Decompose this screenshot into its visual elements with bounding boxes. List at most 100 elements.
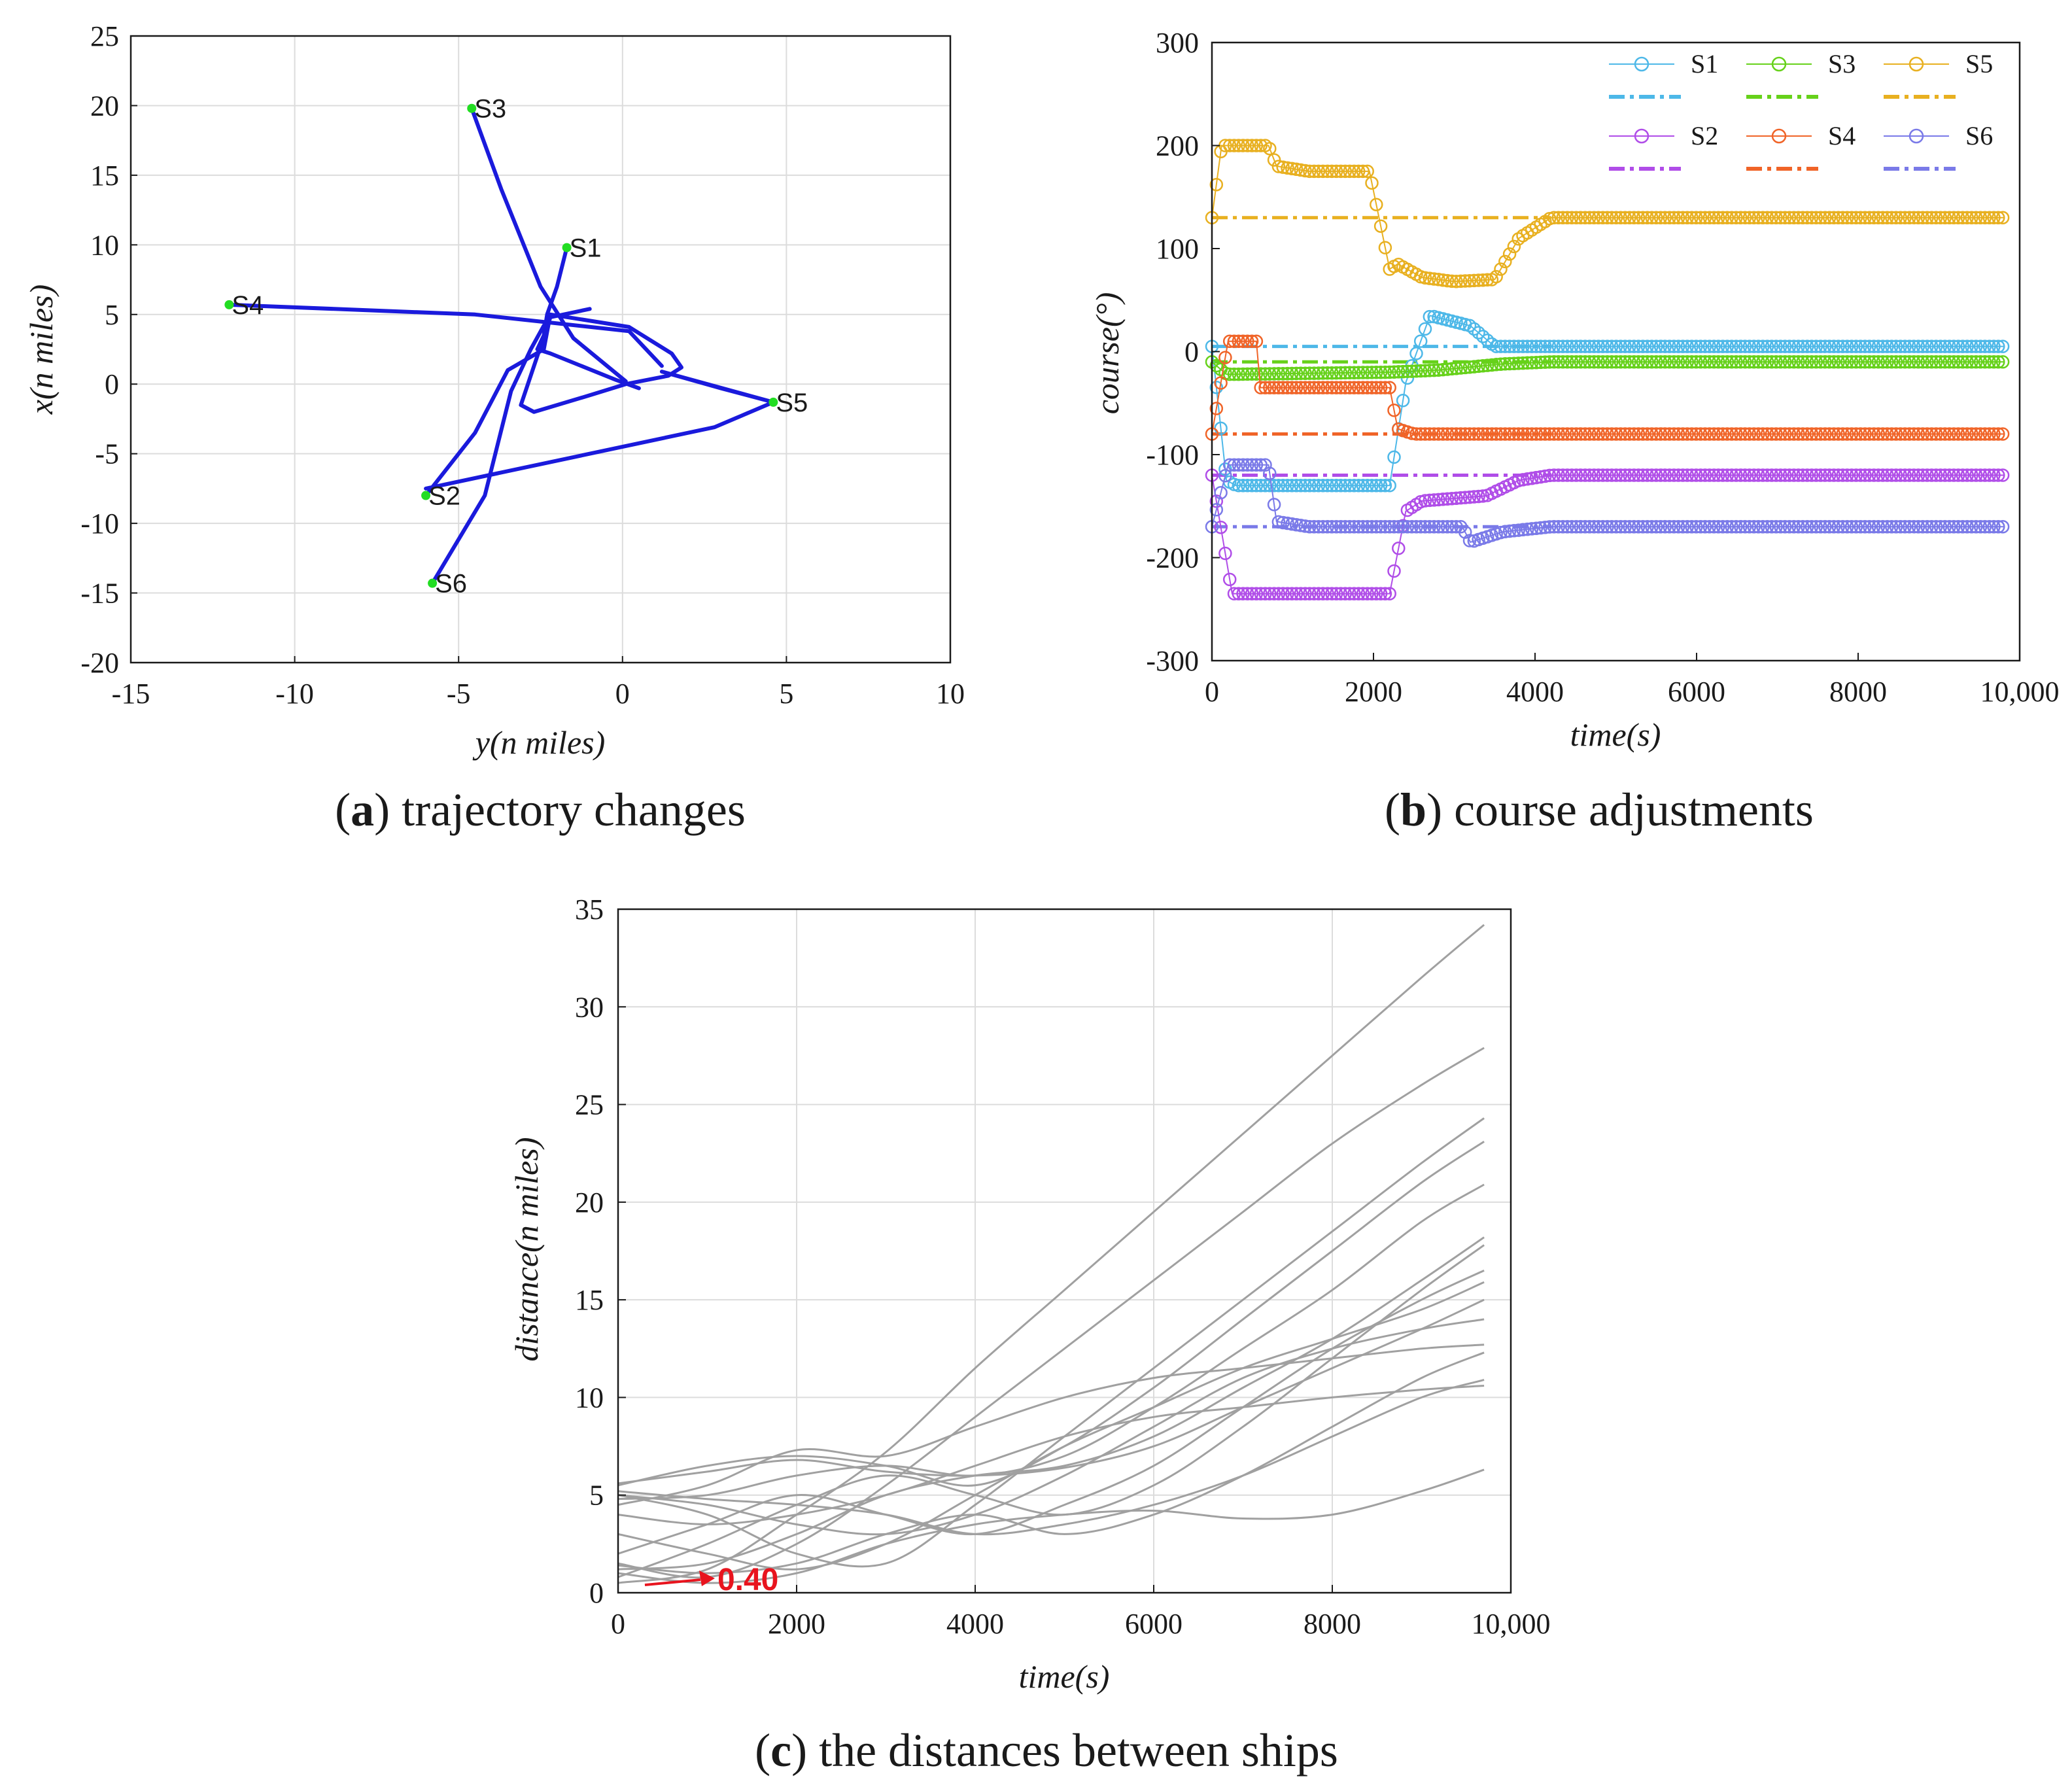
panel-b-marker-s6 <box>1653 520 1668 534</box>
panel-b-marker-s1 <box>1796 339 1810 353</box>
panel-b-marker-s5 <box>1281 161 1294 175</box>
panel-b-marker-s1 <box>1916 339 1930 353</box>
panel-b-marker-s4 <box>1432 427 1445 441</box>
panel-b-marker-s1 <box>1303 479 1317 493</box>
panel-b-marker-s5 <box>1556 211 1570 225</box>
panel-b-marker-s1 <box>1498 339 1512 353</box>
panel-b-marker-s5 <box>1263 141 1277 156</box>
panel-b-marker-s2 <box>1564 468 1579 482</box>
panel-b-marker-s4 <box>1494 427 1508 441</box>
panel-b-marker-s6 <box>1307 520 1321 534</box>
panel-b-marker-s3 <box>1289 366 1304 381</box>
panel-b-marker-s6 <box>1542 520 1557 534</box>
panel-b-marker-s6 <box>1325 520 1339 534</box>
panel-a-y-tick-label: 10 <box>90 229 119 261</box>
panel-b-marker-s5 <box>1285 162 1299 175</box>
panel-b-marker-s1 <box>1871 339 1886 353</box>
panel-b-marker-s5 <box>1689 211 1703 225</box>
panel-b-marker-s4 <box>1294 381 1308 394</box>
panel-b-marker-s4 <box>1383 381 1396 394</box>
panel-b-marker-s3 <box>1947 355 1961 369</box>
panel-b-marker-s3 <box>1561 355 1574 369</box>
panel-b-marker-s4 <box>1485 427 1499 441</box>
panel-b-marker-s6 <box>1916 520 1930 534</box>
panel-b-marker-s1 <box>1707 339 1721 353</box>
panel-b-marker-s4 <box>1343 381 1356 394</box>
panel-b-marker-s4 <box>1956 427 1970 441</box>
panel-b-marker-s5 <box>1627 211 1641 225</box>
panel-b-marker-s6 <box>1725 520 1738 534</box>
panel-b-marker-s1 <box>1676 339 1690 353</box>
panel-c-x-tick-label: 10,000 <box>1472 1608 1551 1640</box>
panel-b-marker-s6 <box>1787 520 1801 534</box>
panel-b-marker-s5 <box>1667 211 1681 225</box>
panel-b-marker-s1 <box>1347 479 1361 493</box>
panel-b-marker-s1 <box>1494 339 1508 353</box>
panel-b-marker-s6 <box>1827 520 1841 534</box>
panel-b-marker-s2 <box>1600 468 1614 482</box>
panel-b-marker-s4 <box>1538 427 1552 441</box>
panel-b-marker-s1 <box>1854 339 1867 353</box>
panel-b-marker-s4 <box>1631 427 1646 441</box>
panel-b-marker-s1 <box>1995 339 2010 353</box>
panel-a-trajectory-s3 <box>470 106 628 383</box>
panel-b-marker-s4 <box>1903 427 1916 441</box>
panel-b-marker-s4 <box>1973 427 1988 441</box>
panel-b-marker-s2 <box>1445 491 1459 506</box>
panel-b-marker-s6 <box>1343 520 1356 534</box>
panel-b-marker-s1 <box>1774 339 1787 353</box>
panel-b-marker-s1 <box>1702 339 1717 353</box>
panel-b-marker-s2 <box>1547 468 1561 482</box>
panel-b-marker-s6 <box>1521 522 1534 536</box>
panel-b-marker-s4 <box>1365 381 1379 394</box>
panel-b-marker-s4 <box>1907 427 1921 441</box>
panel-b-marker-s6 <box>1236 458 1250 472</box>
panel-b-marker-s1 <box>1618 339 1632 353</box>
panel-b-marker-s2 <box>1245 587 1259 600</box>
panel-b-marker-s1 <box>1933 339 1948 353</box>
panel-b-marker-s4 <box>1462 427 1477 441</box>
panel-b-marker-s1 <box>1507 339 1521 353</box>
panel-b-marker-s3 <box>1849 355 1863 369</box>
panel-b-marker-s4 <box>1693 427 1708 441</box>
panel-b-marker-s5 <box>1782 211 1797 225</box>
panel-b-marker-s4 <box>1214 376 1228 390</box>
panel-b-marker-s2 <box>1569 468 1583 482</box>
panel-b-marker-s2 <box>1858 468 1872 482</box>
panel-b-marker-s5 <box>1365 176 1379 190</box>
panel-b-marker-s4 <box>1742 427 1757 441</box>
panel-b-marker-s5 <box>1454 274 1468 288</box>
panel-b-marker-s1 <box>1418 322 1432 336</box>
panel-b-marker-s6 <box>1982 520 1996 534</box>
panel-b-legend-label-s3: S3 <box>1828 49 1856 78</box>
panel-c-distance-line-d4 <box>617 1141 1485 1487</box>
panel-a-y-tick-label: 5 <box>105 299 119 331</box>
panel-b-marker-s3 <box>1685 355 1699 369</box>
panel-b-marker-s5 <box>1885 211 1899 225</box>
panel-b-marker-s3 <box>1405 364 1419 378</box>
panel-b-marker-s5 <box>1649 211 1663 225</box>
panel-b-marker-s5 <box>1245 139 1259 152</box>
panel-b-marker-s3 <box>1445 362 1459 376</box>
panel-b-marker-s3 <box>1303 366 1317 380</box>
panel-b-marker-s1 <box>1489 339 1503 353</box>
panel-b-marker-s6 <box>1658 520 1672 534</box>
panel-b-marker-s2 <box>1561 468 1574 482</box>
panel-b-marker-s2 <box>1987 468 2001 482</box>
panel-b-marker-s2 <box>1440 492 1455 506</box>
panel-b-marker-s2 <box>1778 468 1792 482</box>
panel-b-marker-s3 <box>1489 358 1503 372</box>
panel-b-marker-s2 <box>1822 468 1837 482</box>
panel-b-marker-s2 <box>1956 468 1970 482</box>
panel-b-marker-s4 <box>1329 381 1343 394</box>
panel-b-marker-s5 <box>1804 211 1819 225</box>
panel-b-marker-s6 <box>1583 520 1597 534</box>
panel-b-marker-s1 <box>1525 339 1539 353</box>
panel-b-marker-s5 <box>1605 211 1619 225</box>
panel-b-marker-s4 <box>1925 427 1939 441</box>
panel-b-marker-s4 <box>1871 427 1886 441</box>
panel-b-marker-s5 <box>1321 164 1334 179</box>
panel-b-marker-s3 <box>1663 355 1676 369</box>
panel-b-marker-s4 <box>1885 427 1899 441</box>
